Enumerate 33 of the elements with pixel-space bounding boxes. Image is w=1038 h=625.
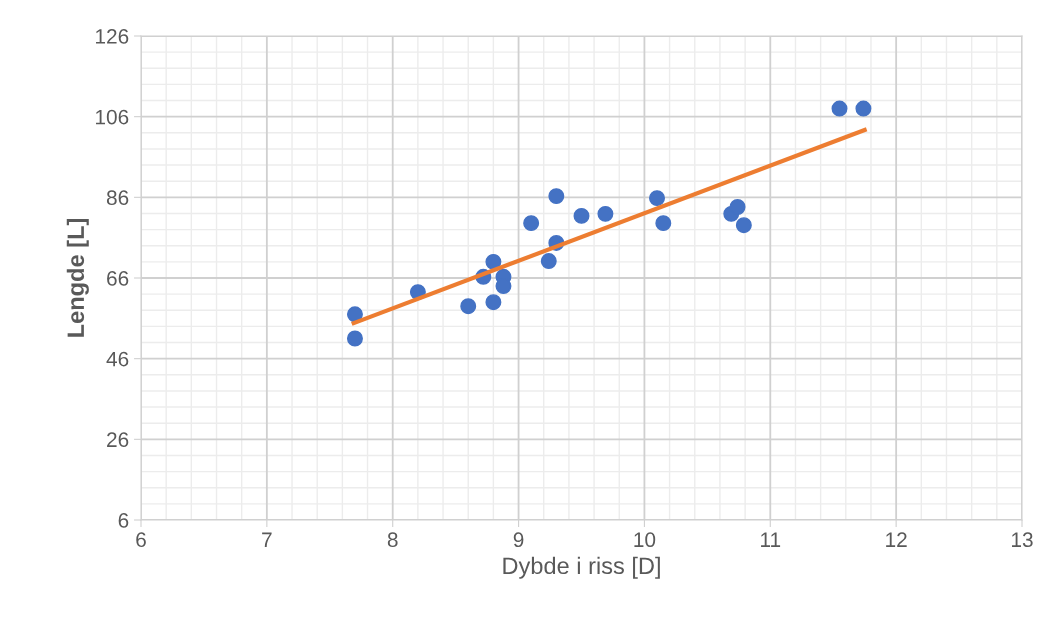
x-tick-label: 6 — [136, 532, 146, 548]
point — [485, 294, 502, 311]
point — [523, 215, 540, 232]
y-tick-label: 126 — [96, 29, 129, 44]
point — [346, 330, 363, 347]
x-axis-title: Dybde i riss [D] — [503, 556, 660, 579]
point — [597, 205, 614, 222]
y-tick-label: 106 — [96, 109, 129, 125]
y-tick-label: 86 — [106, 190, 129, 206]
x-tick-label: 11 — [761, 532, 781, 547]
y-axis-title: Lengde [L] — [66, 218, 89, 337]
x-tick-label: 9 — [513, 532, 524, 548]
point — [729, 199, 746, 215]
y-tick-label: 6 — [118, 513, 129, 528]
point — [735, 217, 752, 234]
point — [485, 253, 502, 270]
x-tick-label: 7 — [262, 532, 272, 547]
point — [460, 298, 477, 315]
point — [655, 215, 672, 232]
point — [346, 306, 363, 323]
point — [573, 207, 590, 224]
x-tick-label: 13 — [1012, 532, 1033, 548]
point — [855, 100, 872, 117]
point — [649, 190, 665, 207]
point — [831, 100, 848, 117]
x-tick-label: 10 — [634, 532, 656, 548]
point — [548, 188, 565, 205]
x-tick-label: 12 — [886, 532, 907, 547]
y-tick-label: 26 — [107, 432, 129, 448]
y-tick-label: 66 — [107, 271, 129, 286]
point — [540, 253, 557, 270]
x-tick-label: 8 — [387, 532, 398, 548]
y-tick-label: 46 — [106, 351, 129, 367]
